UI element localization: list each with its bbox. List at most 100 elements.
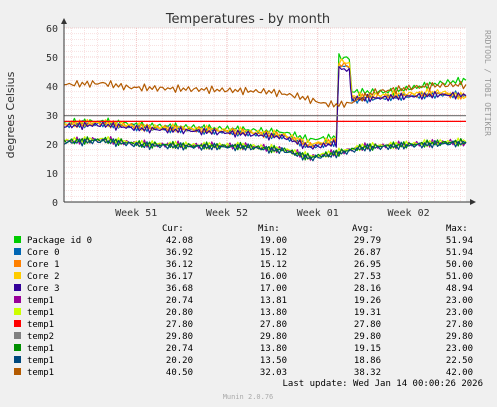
legend-value-avg: 18.86 (354, 356, 381, 366)
legend-series-name: temp1 (27, 320, 54, 330)
legend-value-max: 27.80 (446, 320, 473, 330)
legend-value-cur: 29.80 (166, 332, 193, 342)
legend-series-name: Core 3 (27, 284, 60, 294)
legend-swatch (14, 332, 21, 339)
legend-value-max: 51.94 (446, 236, 473, 246)
legend-value-avg: 28.16 (354, 284, 381, 294)
axes (61, 18, 476, 205)
y-axis-ticks: 0 10 20 30 40 50 60 (46, 24, 58, 209)
last-update: Last update: Wed Jan 14 00:00:26 2026 (283, 379, 483, 389)
legend-swatch (14, 248, 21, 255)
legend-value-min: 15.12 (260, 248, 287, 258)
legend-value-avg: 26.95 (354, 260, 381, 270)
series-lines (63, 53, 467, 162)
legend: Cur: Min: Avg: Max: Package id 0 42.08 19.… (14, 224, 473, 378)
y-axis-arrow (61, 18, 67, 24)
y-tick-label: 0 (52, 198, 58, 209)
legend-value-cur: 20.74 (166, 344, 193, 354)
legend-series-name: temp2 (27, 332, 54, 342)
series-line (63, 58, 467, 147)
legend-value-avg: 27.53 (354, 272, 381, 282)
legend-swatch (14, 368, 21, 375)
legend-value-min: 15.12 (260, 260, 287, 270)
legend-series-name: temp1 (27, 356, 54, 366)
legend-swatch (14, 272, 21, 279)
legend-value-avg: 29.79 (354, 236, 381, 246)
legend-value-cur: 36.92 (166, 248, 193, 258)
legend-swatch (14, 236, 21, 243)
legend-swatch (14, 344, 21, 351)
legend-value-cur: 42.08 (166, 236, 193, 246)
legend-value-avg: 19.31 (354, 308, 381, 318)
legend-value-max: 23.00 (446, 344, 473, 354)
legend-value-cur: 36.12 (166, 260, 193, 270)
y-tick-label: 20 (46, 140, 58, 151)
series-line (63, 138, 467, 162)
legend-series-name: Package id 0 (27, 236, 92, 246)
legend-value-max: 42.00 (446, 368, 473, 378)
legend-header-avg: Avg: (352, 224, 374, 234)
legend-value-avg: 27.80 (354, 320, 381, 330)
series-line (63, 65, 467, 150)
legend-value-cur: 27.80 (166, 320, 193, 330)
legend-value-max: 23.00 (446, 308, 473, 318)
legend-swatch (14, 284, 21, 291)
legend-value-min: 13.80 (260, 344, 287, 354)
legend-value-max: 22.50 (446, 356, 473, 366)
legend-value-min: 13.50 (260, 356, 287, 366)
x-tick-label: Week 01 (297, 208, 339, 219)
y-tick-label: 60 (46, 24, 58, 35)
x-tick-label: Week 52 (206, 208, 248, 219)
legend-value-max: 51.94 (446, 248, 473, 258)
legend-swatch (14, 356, 21, 363)
x-tick-label: Week 51 (115, 208, 157, 219)
y-axis-label: degrees Celsius (4, 71, 17, 158)
legend-series-name: temp1 (27, 368, 54, 378)
y-tick-label: 30 (46, 111, 58, 122)
legend-header-cur: Cur: (162, 224, 184, 234)
legend-swatch (14, 260, 21, 267)
legend-series-name: Core 2 (27, 272, 60, 282)
legend-value-cur: 20.20 (166, 356, 193, 366)
x-axis-ticks: Week 51 Week 52 Week 01 Week 02 (115, 208, 429, 219)
legend-series-name: temp1 (27, 308, 54, 318)
legend-value-avg: 38.32 (354, 368, 381, 378)
legend-value-max: 50.00 (446, 260, 473, 270)
legend-value-cur: 40.50 (166, 368, 193, 378)
legend-value-cur: 36.68 (166, 284, 193, 294)
y-tick-label: 50 (46, 53, 58, 64)
legend-value-min: 32.03 (260, 368, 287, 378)
x-axis-arrow (470, 199, 476, 205)
legend-value-min: 17.00 (260, 284, 287, 294)
legend-value-cur: 20.80 (166, 308, 193, 318)
legend-value-cur: 20.74 (166, 296, 193, 306)
legend-value-min: 29.80 (260, 332, 287, 342)
legend-swatch (14, 320, 21, 327)
legend-value-avg: 29.80 (354, 332, 381, 342)
legend-series-name: temp1 (27, 344, 54, 354)
legend-value-max: 48.94 (446, 284, 473, 294)
legend-value-min: 13.81 (260, 296, 287, 306)
legend-series-name: temp1 (27, 296, 54, 306)
legend-header-max: Max: (446, 224, 468, 234)
rrdtool-watermark: RRDTOOL / TOBI OETIKER (483, 30, 492, 136)
legend-value-max: 51.00 (446, 272, 473, 282)
series-line (63, 80, 467, 108)
legend-value-min: 16.00 (260, 272, 287, 282)
legend-value-min: 27.80 (260, 320, 287, 330)
x-tick-label: Week 02 (387, 208, 429, 219)
legend-value-avg: 26.87 (354, 248, 381, 258)
chart-title: Temperatures - by month (165, 12, 330, 27)
munin-version: Munin 2.0.76 (223, 393, 274, 401)
legend-value-cur: 36.17 (166, 272, 193, 282)
y-tick-label: 40 (46, 82, 58, 93)
legend-value-avg: 19.26 (354, 296, 381, 306)
legend-series-name: Core 0 (27, 248, 60, 258)
legend-series-name: Core 1 (27, 260, 60, 270)
legend-header-min: Min: (258, 224, 280, 234)
legend-value-min: 19.00 (260, 236, 287, 246)
legend-value-max: 29.80 (446, 332, 473, 342)
legend-value-min: 13.80 (260, 308, 287, 318)
y-tick-label: 10 (46, 169, 58, 180)
